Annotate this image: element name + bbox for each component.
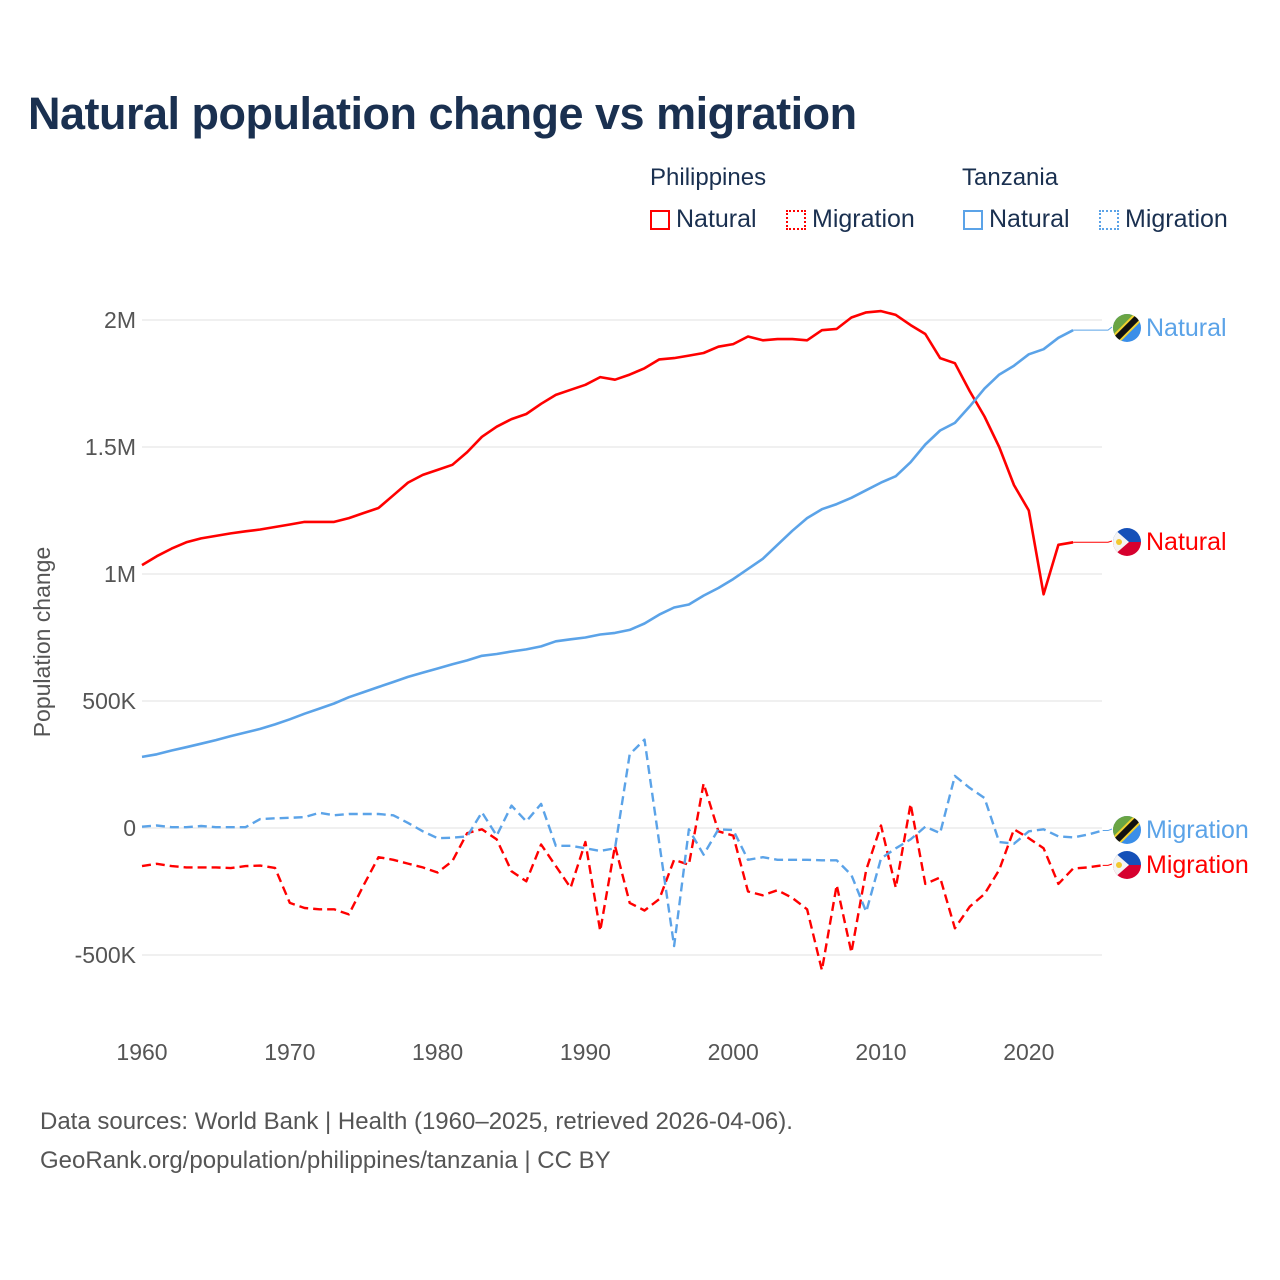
legend-item-tanzania-migration[interactable]: Migration xyxy=(1099,205,1228,234)
series-line-tanzania-natural xyxy=(141,329,1074,759)
series-line-tanzania-migration xyxy=(141,738,1104,948)
y-axis-label: Population change xyxy=(29,547,55,738)
x-tick-label: 2020 xyxy=(1003,1039,1054,1065)
end-label-philippines-migration: Migration xyxy=(1146,851,1249,879)
legend-item-philippines-migration[interactable]: Migration xyxy=(786,205,915,234)
philippines-flag-icon xyxy=(1113,851,1141,879)
end-label-tanzania-migration: Migration xyxy=(1146,816,1249,844)
legend-group-tanzania: Tanzania xyxy=(962,164,1059,191)
legend-label: Natural xyxy=(676,205,757,233)
philippines-flag-icon xyxy=(1113,528,1141,556)
end-label-connector xyxy=(1102,863,1113,866)
series-line-philippines-natural xyxy=(141,309,1074,596)
footer-sources: Data sources: World Bank | Health (1960–… xyxy=(40,1108,793,1135)
legend-item-tanzania-natural[interactable]: Natural xyxy=(963,205,1070,234)
end-label-tanzania-natural: Natural xyxy=(1146,314,1227,342)
legend-label: Natural xyxy=(989,205,1070,233)
footer-link[interactable]: GeoRank.org/population/philippines/tanza… xyxy=(40,1147,611,1174)
solid-swatch-icon xyxy=(963,209,983,230)
series-line-philippines-migration xyxy=(141,782,1103,972)
x-tick-label: 1980 xyxy=(412,1039,463,1065)
end-label-connector xyxy=(1102,828,1113,832)
x-tick-label: 2000 xyxy=(708,1039,759,1065)
x-tick-label: 1970 xyxy=(264,1039,315,1065)
tanzania-flag-icon xyxy=(1111,312,1143,344)
legend-group-philippines: Philippines xyxy=(650,164,767,191)
y-tick-label: 0 xyxy=(123,815,136,841)
chart-title: Natural population change vs migration xyxy=(28,88,857,139)
solid-swatch-icon xyxy=(650,209,670,230)
y-tick-label: -500K xyxy=(75,942,137,968)
x-tick-label: 2010 xyxy=(855,1039,906,1065)
tanzania-flag-icon xyxy=(1111,814,1143,846)
y-tick-label: 1.5M xyxy=(85,434,136,460)
x-tick-label: 1960 xyxy=(116,1039,167,1065)
y-tick-label: 500K xyxy=(82,688,136,714)
end-label-connector xyxy=(1073,326,1113,331)
y-tick-label: 2M xyxy=(104,307,136,333)
legend-label: Migration xyxy=(1125,205,1228,233)
dotted-swatch-icon xyxy=(786,209,806,230)
legend-label: Migration xyxy=(812,205,915,233)
dotted-swatch-icon xyxy=(1099,209,1119,230)
y-tick-label: 1M xyxy=(104,561,136,587)
x-tick-label: 1990 xyxy=(560,1039,611,1065)
end-label-connector xyxy=(1073,540,1113,543)
legend-item-philippines-natural[interactable]: Natural xyxy=(650,205,757,234)
end-label-philippines-natural: Natural xyxy=(1146,528,1227,556)
